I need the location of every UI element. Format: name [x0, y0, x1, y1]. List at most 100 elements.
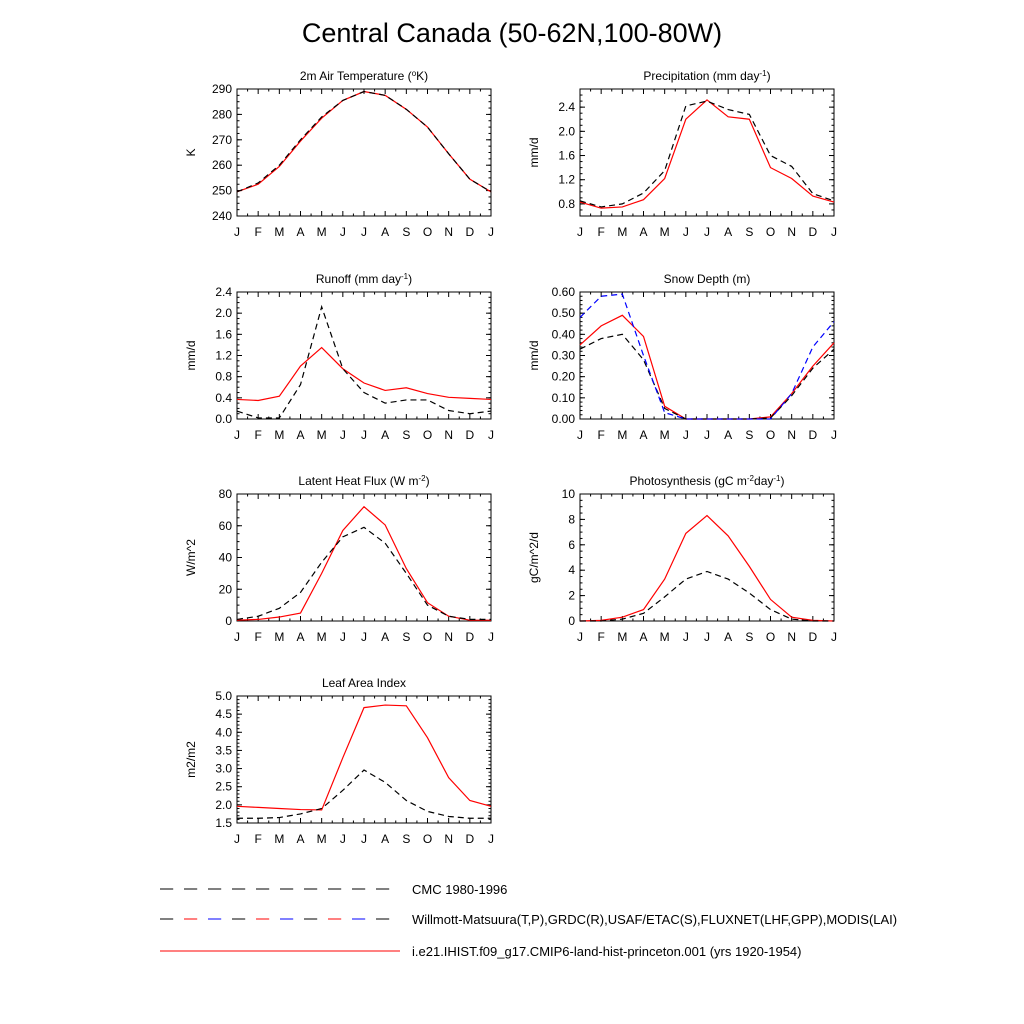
x-tick-label: J — [488, 225, 494, 239]
x-tick-label: J — [234, 832, 240, 846]
x-tick-label: J — [683, 630, 689, 644]
x-tick-label: D — [808, 428, 817, 442]
x-tick-label: M — [317, 832, 327, 846]
y-tick-label: 2 — [568, 589, 575, 603]
y-tick-label: 0.8 — [558, 197, 575, 211]
x-tick-label: J — [361, 832, 367, 846]
x-tick-label: F — [254, 832, 261, 846]
x-tick-label: O — [423, 225, 432, 239]
x-tick-label: D — [808, 630, 817, 644]
y-tick-label: 0.8 — [215, 370, 232, 384]
x-tick-label: S — [745, 630, 753, 644]
y-tick-label: 0.30 — [552, 349, 576, 363]
plot-frame — [579, 291, 835, 420]
y-tick-label: 0.0 — [215, 412, 232, 426]
chart-title: Snow Depth (m) — [664, 272, 751, 286]
y-tick-label: 1.6 — [558, 149, 575, 163]
series-line-dash-black — [236, 90, 492, 193]
y-tick-label: 2.4 — [215, 285, 232, 299]
series-line-solid-red — [236, 90, 492, 193]
y-axis-label: W/m^2 — [184, 539, 198, 576]
x-tick-label: O — [766, 225, 775, 239]
x-tick-label: J — [831, 428, 837, 442]
x-tick-label: A — [381, 225, 389, 239]
chart-temp: 2m Air Temperature (oK)KJ F M A M J J A S O N D J240… — [184, 69, 494, 240]
x-tick-label: F — [597, 428, 604, 442]
x-tick-label: O — [766, 428, 775, 442]
x-tick-label: M — [660, 630, 670, 644]
series-line-dash-black — [579, 100, 835, 208]
series-line-solid-red — [579, 314, 835, 420]
x-tick-label: J — [704, 630, 710, 644]
x-tick-label: J — [577, 225, 583, 239]
series-line-solid-red — [236, 505, 491, 621]
x-tick-label: J — [340, 428, 346, 442]
x-tick-label: J — [488, 832, 494, 846]
y-tick-label: 5.0 — [215, 689, 232, 703]
x-tick-label: A — [381, 630, 389, 644]
y-tick-label: 1.2 — [558, 173, 575, 187]
x-tick-label: A — [296, 225, 304, 239]
chart-title: Leaf Area Index — [322, 676, 406, 690]
y-tick-label: 0.50 — [552, 306, 576, 320]
x-tick-label: M — [660, 428, 670, 442]
x-tick-label: A — [724, 428, 732, 442]
x-tick-label: J — [234, 428, 240, 442]
series-line-dash-black — [580, 570, 834, 622]
x-tick-label: J — [340, 832, 346, 846]
x-tick-label: J — [831, 630, 837, 644]
y-tick-label: 0.00 — [552, 412, 576, 426]
x-tick-label: A — [381, 428, 389, 442]
y-tick-label: 290 — [212, 82, 232, 96]
y-tick-label: 2.5 — [215, 780, 232, 794]
y-tick-label: 240 — [212, 209, 232, 223]
x-tick-label: J — [683, 225, 689, 239]
x-tick-label: D — [465, 225, 474, 239]
chart-title: Photosynthesis (gC m-2day-1) — [630, 474, 785, 489]
x-tick-label: A — [381, 832, 389, 846]
x-tick-label: A — [296, 428, 304, 442]
x-tick-label: S — [745, 428, 753, 442]
y-axis-label: gC/m^2/d — [527, 532, 541, 583]
y-tick-label: 2.4 — [558, 100, 575, 114]
x-tick-label: J — [361, 428, 367, 442]
x-tick-label: O — [766, 630, 775, 644]
y-tick-label: 0.60 — [552, 285, 576, 299]
y-axis-label: mm/d — [527, 138, 541, 168]
x-tick-label: J — [488, 630, 494, 644]
x-tick-label: J — [577, 428, 583, 442]
y-tick-label: 1.6 — [215, 327, 232, 341]
series-line-solid-red — [579, 514, 835, 622]
x-tick-label: S — [402, 832, 410, 846]
y-tick-label: 40 — [219, 551, 233, 565]
plot-frame — [236, 695, 492, 824]
y-tick-label: 2.0 — [215, 306, 232, 320]
x-tick-label: D — [465, 428, 474, 442]
y-tick-label: 3.0 — [215, 762, 232, 776]
y-tick-label: 4.5 — [215, 707, 232, 721]
y-tick-label: 4.0 — [215, 725, 232, 739]
y-tick-label: 10 — [562, 487, 576, 501]
x-tick-label: A — [296, 832, 304, 846]
x-tick-label: M — [317, 428, 327, 442]
series-line-dash-blue — [579, 293, 835, 420]
x-tick-label: M — [274, 630, 284, 644]
x-tick-label: J — [234, 225, 240, 239]
y-tick-label: 8 — [568, 512, 575, 526]
plot-frame — [236, 291, 492, 420]
x-tick-label: J — [340, 630, 346, 644]
x-tick-label: N — [444, 428, 453, 442]
x-tick-label: F — [597, 630, 604, 644]
x-tick-label: J — [488, 428, 494, 442]
x-tick-label: N — [444, 225, 453, 239]
y-axis-label: K — [184, 148, 198, 156]
series-line-solid-red — [236, 704, 492, 811]
y-tick-label: 250 — [212, 184, 232, 198]
x-tick-label: J — [683, 428, 689, 442]
x-tick-label: M — [617, 630, 627, 644]
y-tick-label: 2.0 — [215, 798, 232, 812]
x-tick-label: N — [787, 630, 796, 644]
x-tick-label: M — [617, 225, 627, 239]
